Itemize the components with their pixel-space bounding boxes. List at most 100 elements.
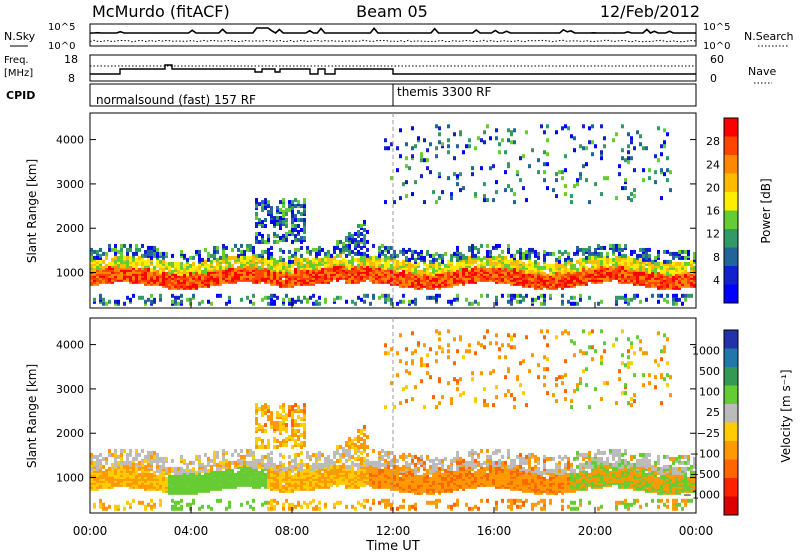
velocity-cell: [279, 440, 282, 445]
velocity-cell: [357, 434, 360, 439]
power-cell: [300, 253, 303, 258]
power-cell: [438, 172, 441, 177]
power-cell: [522, 255, 525, 260]
power-cell: [453, 251, 456, 256]
colorbar-swatch: [724, 229, 738, 248]
power-cell: [438, 253, 441, 258]
power-cell: [354, 301, 357, 306]
velocity-cell: [360, 442, 363, 447]
velocity-cell: [147, 502, 150, 507]
velocity-cell: [102, 506, 105, 511]
velocity-cell: [288, 409, 291, 414]
velocity-cell: [303, 427, 306, 432]
power-cell: [198, 257, 201, 262]
power-cell: [177, 295, 180, 300]
power-cell: [570, 257, 573, 262]
power-cell: [261, 297, 264, 302]
power-cell: [171, 293, 174, 298]
velocity-cell: [240, 460, 243, 465]
power-cell: [615, 132, 618, 137]
power-cell: [285, 208, 288, 213]
velocity-cell: [297, 470, 300, 475]
velocity-cell: [201, 504, 204, 509]
velocity-cell: [171, 486, 174, 491]
velocity-cell: [288, 405, 291, 410]
power-cell: [384, 146, 387, 151]
power-cell: [297, 257, 300, 262]
power-cell: [207, 299, 210, 304]
power-cell: [486, 253, 489, 258]
power-cell: [135, 251, 138, 256]
colorbar-swatch: [724, 192, 738, 211]
power-cell: [666, 249, 669, 254]
power-cell: [213, 249, 216, 254]
power-cell: [240, 263, 243, 268]
power-cell: [384, 253, 387, 258]
velocity-cell: [279, 425, 282, 430]
power-cell: [420, 249, 423, 254]
velocity-cell: [363, 446, 366, 451]
power-cell: [384, 261, 387, 266]
power-cell: [123, 301, 126, 306]
power-cell: [246, 247, 249, 252]
power-cell: [297, 218, 300, 223]
power-cell: [567, 251, 570, 256]
power-cell: [312, 293, 315, 298]
velocity-cell: [153, 458, 156, 463]
power-cell: [300, 212, 303, 217]
power-colorbar-label: Power [dB]: [759, 178, 773, 243]
velocity-cell: [393, 470, 396, 475]
power-cell: [351, 239, 354, 244]
power-cell: [255, 231, 258, 236]
velocity-cell: [201, 462, 204, 467]
power-cell: [162, 267, 165, 272]
power-cell: [549, 293, 552, 298]
power-cell: [555, 178, 558, 183]
velocity-cell: [183, 478, 186, 483]
velocity-cell: [90, 460, 93, 465]
power-cell: [342, 247, 345, 252]
velocity-cell: [144, 504, 147, 509]
power-cell: [471, 172, 474, 177]
power-cell: [558, 259, 561, 264]
power-cell: [318, 245, 321, 250]
power-cell: [621, 253, 624, 258]
velocity-cell: [381, 448, 384, 453]
velocity-cell: [114, 504, 117, 509]
power-cell: [600, 124, 603, 129]
power-cell: [270, 245, 273, 250]
power-cell: [405, 249, 408, 254]
velocity-cell: [396, 373, 399, 378]
power-cell: [363, 227, 366, 232]
power-cell: [198, 301, 201, 306]
power-cell: [240, 243, 243, 248]
power-cell: [486, 198, 489, 203]
power-cell: [477, 301, 480, 306]
power-cell: [546, 138, 549, 143]
power-cell: [522, 295, 525, 300]
velocity-cell: [165, 476, 168, 481]
velocity-cell: [210, 458, 213, 463]
power-cell: [189, 267, 192, 272]
power-cell: [471, 253, 474, 258]
power-cell: [183, 263, 186, 268]
power-cell: [483, 261, 486, 266]
power-cell: [390, 142, 393, 147]
power-cell: [129, 255, 132, 260]
power-cell: [519, 255, 522, 260]
velocity-cell: [336, 444, 339, 449]
power-cell: [570, 194, 573, 199]
power-cell: [312, 301, 315, 306]
velocity-cell: [309, 464, 312, 469]
power-cell: [255, 267, 258, 272]
velocity-cell: [285, 436, 288, 441]
velocity-cell: [294, 452, 297, 457]
power-cell: [387, 245, 390, 250]
power-cell: [504, 267, 507, 272]
power-cell: [126, 251, 129, 256]
velocity-cell: [120, 464, 123, 469]
power-cell: [138, 267, 141, 272]
power-cell: [333, 249, 336, 254]
power-cell: [510, 297, 513, 302]
power-cell: [471, 279, 474, 284]
